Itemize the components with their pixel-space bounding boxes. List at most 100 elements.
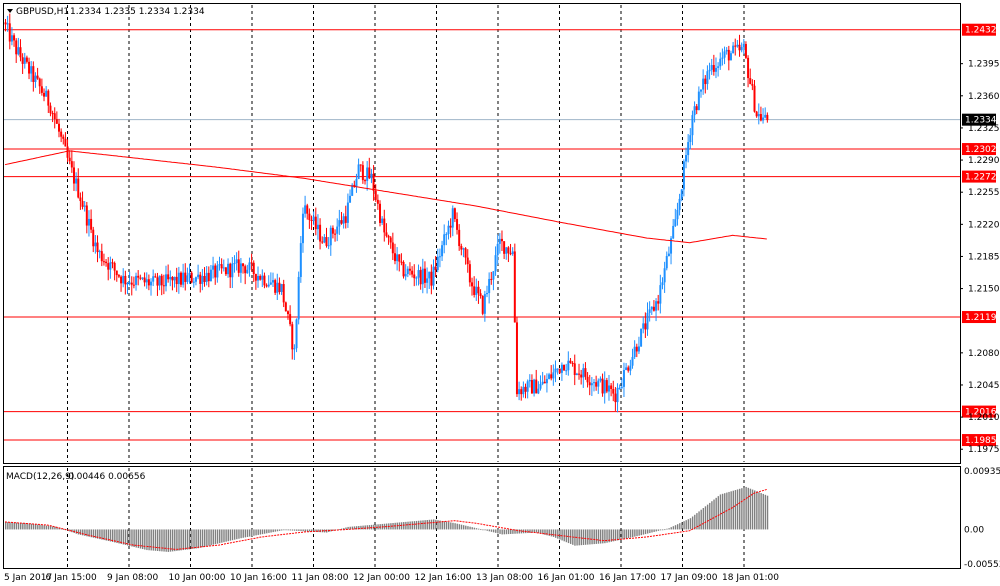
candle-body <box>55 119 58 124</box>
candle-body <box>453 208 456 220</box>
time-tick-label: 10 Jan 00:00 <box>169 573 226 583</box>
macd-bar <box>670 527 672 530</box>
candle-body <box>593 382 595 384</box>
candle-body <box>301 213 304 244</box>
candle-body <box>672 225 675 239</box>
macd-bar <box>666 528 668 530</box>
price-tick-label: 1.2150 <box>968 285 1000 295</box>
candle-body <box>682 161 685 190</box>
candle-body <box>107 263 110 270</box>
candle-body <box>751 83 754 86</box>
macd-bar <box>424 520 426 530</box>
macd-bar <box>186 529 189 550</box>
macd-bar <box>291 529 294 531</box>
candle-body <box>434 266 437 270</box>
level-label: 1.2272 <box>965 173 997 183</box>
time-tick-label: 16 Jan 01:00 <box>538 573 595 583</box>
level-label-bg <box>962 23 996 36</box>
candle-body <box>582 368 585 378</box>
candle-body <box>530 380 533 394</box>
macd-bar <box>730 491 732 530</box>
candle-body <box>145 279 148 283</box>
candle-body <box>670 238 673 254</box>
candle-body <box>389 237 392 243</box>
macd-bar <box>223 529 225 543</box>
candle-body <box>165 274 167 287</box>
macd-bar <box>195 529 197 549</box>
candle-body <box>312 216 315 221</box>
candle-body <box>393 253 396 262</box>
candle-body <box>691 115 694 136</box>
vertical-gridlines <box>67 5 745 567</box>
candlesticks <box>4 13 769 413</box>
macd-bar <box>176 529 178 551</box>
candle-body <box>188 272 191 276</box>
chart-menu-icon[interactable] <box>7 9 13 13</box>
candle-body <box>94 242 97 247</box>
macd-bar <box>214 529 217 545</box>
macd-bar <box>661 529 664 531</box>
macd-bar <box>454 523 456 530</box>
macd-bar <box>242 529 244 538</box>
level-label-bg <box>962 405 996 418</box>
candle-body <box>432 266 435 286</box>
macd-bar <box>719 494 722 530</box>
macd-bar <box>499 529 501 534</box>
candle-body <box>421 268 424 285</box>
macd-bar <box>167 529 170 552</box>
candle-body <box>152 276 155 282</box>
macd-bar <box>248 529 251 537</box>
candle-body <box>40 86 43 93</box>
candle-body <box>408 268 411 271</box>
candle-body <box>47 90 50 106</box>
candle-body <box>263 275 266 286</box>
candle-body <box>468 264 471 283</box>
macd-bar <box>353 526 356 530</box>
candle-body <box>471 282 474 287</box>
candle-body <box>379 203 381 223</box>
candle-body <box>556 368 559 370</box>
macd-bar <box>229 529 232 541</box>
candle-body <box>640 328 643 347</box>
candle-body <box>132 284 135 286</box>
macd-bar <box>22 522 24 530</box>
candle-body <box>36 75 39 79</box>
candle-body <box>605 380 608 392</box>
macd-bar <box>5 521 7 530</box>
candle-body <box>612 389 615 394</box>
candle-body <box>194 277 197 282</box>
macd-bar <box>503 529 506 535</box>
candle-body <box>231 263 234 278</box>
macd-bar <box>105 529 107 541</box>
candle-body <box>500 238 503 242</box>
macd-bar <box>565 529 568 543</box>
candle-body <box>53 113 56 120</box>
candle-body <box>706 71 709 85</box>
candle-body <box>695 106 698 111</box>
level-label: 1.2302 <box>965 145 997 155</box>
candle-body <box>366 167 369 181</box>
candle-body <box>351 184 354 196</box>
candle-body <box>34 75 37 82</box>
candle-body <box>423 268 426 283</box>
candle-body <box>533 379 536 394</box>
macd-bar <box>435 519 437 530</box>
macd-bar <box>383 523 386 530</box>
candle-body <box>443 234 446 246</box>
current-price-label-bg <box>962 113 996 126</box>
macd-bar <box>281 529 283 531</box>
candle-body <box>190 272 193 283</box>
candle-body <box>578 373 581 375</box>
candle-body <box>759 114 762 121</box>
macd-bar <box>617 529 619 541</box>
macd-bar <box>88 529 90 537</box>
candle-body <box>340 220 343 224</box>
macd-bar <box>531 529 533 533</box>
level-label: 1.1985 <box>965 436 997 446</box>
candle-body <box>117 275 120 277</box>
macd-bar <box>621 529 623 540</box>
macd-bar <box>392 523 394 530</box>
macd-bar <box>345 527 347 530</box>
macd-bar <box>231 529 234 541</box>
candle-body <box>569 360 572 363</box>
